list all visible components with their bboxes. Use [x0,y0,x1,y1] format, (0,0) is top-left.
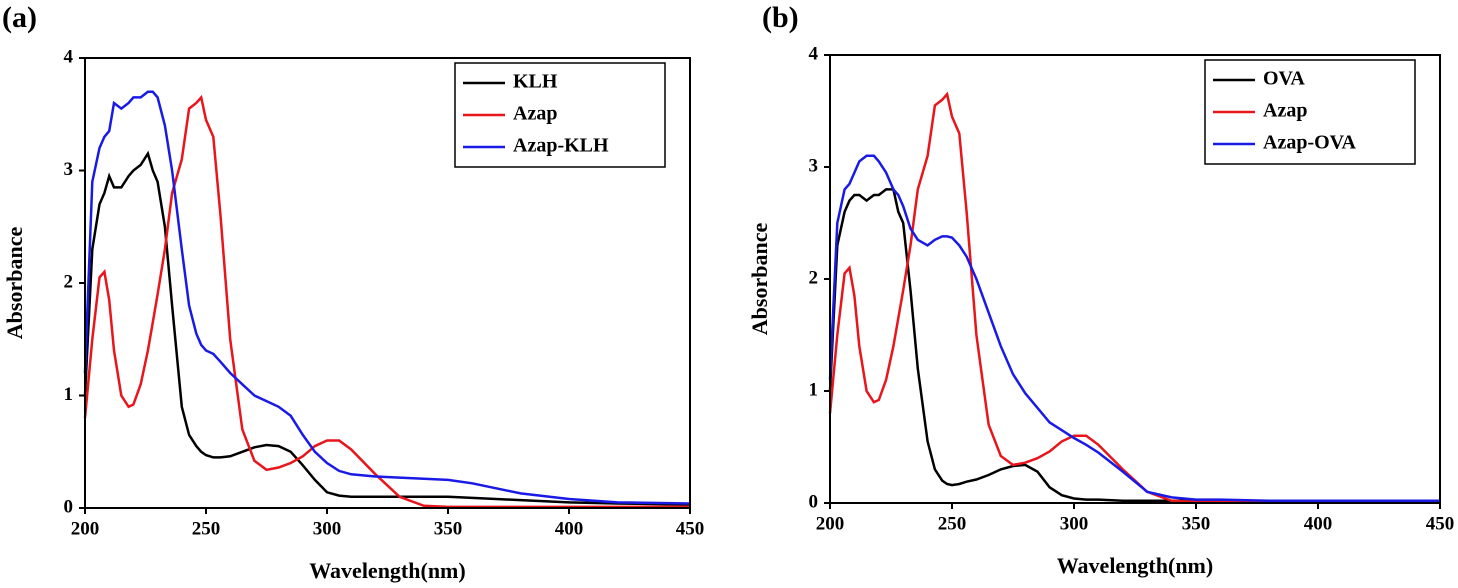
y-axis-label: Absorbance [747,223,772,336]
legend-label: KLH [513,71,558,93]
x-tick-label: 300 [1060,513,1089,534]
y-tick-label: 4 [809,43,819,64]
y-tick-label: 3 [64,159,74,180]
y-tick-label: 0 [809,491,819,512]
data-line [83,150,691,506]
data-line [828,188,1440,503]
data-line [828,154,1440,503]
x-axis-label: Wavelength(nm) [309,558,465,583]
panel-label: (b) [762,1,799,34]
y-tick-label: 0 [64,496,74,517]
y-tick-label: 1 [64,384,74,405]
x-tick-label: 450 [1426,513,1455,534]
x-tick-label: 400 [555,518,584,539]
legend-label: Azap-KLH [513,135,609,157]
x-tick-label: 350 [1182,513,1211,534]
x-tick-label: 400 [1304,513,1333,534]
data-line [83,94,690,509]
data-line [83,90,691,505]
y-tick-label: 4 [64,46,74,67]
x-tick-label: 250 [938,513,967,534]
x-tick-label: 450 [676,518,705,539]
y-tick-label: 2 [809,267,819,288]
x-tick-label: 200 [71,518,100,539]
x-axis-label: Wavelength(nm) [1057,553,1213,578]
legend-label: Azap [1263,100,1307,122]
legend-label: Azap-OVA [1263,132,1357,154]
x-tick-label: 250 [192,518,221,539]
y-axis-label: Absorbance [2,227,27,340]
y-tick-label: 1 [809,379,819,400]
x-tick-label: 300 [313,518,342,539]
x-tick-label: 200 [816,513,845,534]
panel-label: (a) [2,1,37,34]
x-tick-label: 350 [434,518,463,539]
legend-label: OVA [1263,68,1305,90]
y-tick-label: 3 [809,155,819,176]
y-tick-label: 2 [64,271,74,292]
legend-label: Azap [513,103,557,125]
